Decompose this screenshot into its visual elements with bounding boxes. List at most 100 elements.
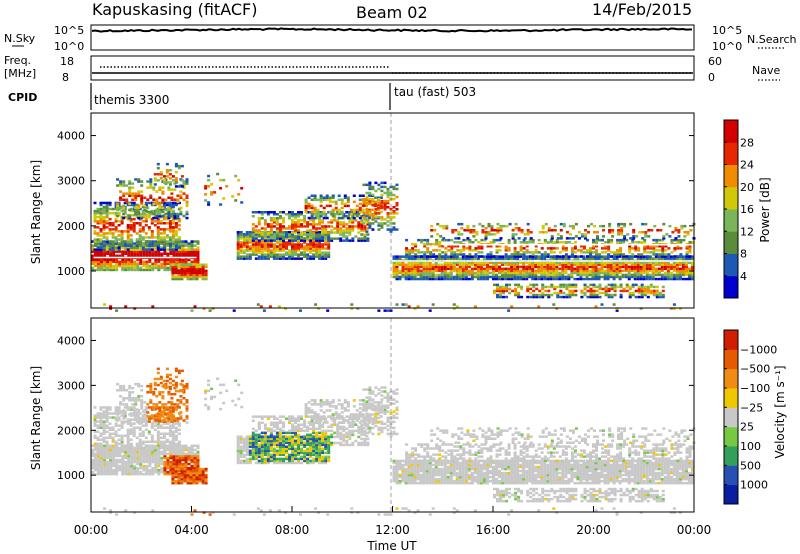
power-cell	[627, 277, 631, 281]
power-cell	[150, 230, 154, 233]
power-cell	[177, 269, 181, 273]
power-cell	[153, 244, 157, 247]
power-cell	[522, 253, 526, 256]
power-cell	[288, 211, 291, 214]
power-cell	[417, 255, 421, 258]
power-cell	[184, 252, 188, 255]
power-cell	[595, 253, 598, 256]
power-cell	[627, 271, 631, 275]
power-cell	[153, 173, 157, 176]
power-cell	[622, 289, 626, 293]
velocity-cell	[151, 460, 155, 464]
power-cell	[171, 236, 175, 239]
power-cell	[275, 235, 279, 238]
power-cell	[577, 231, 581, 234]
power-cell	[658, 295, 662, 299]
power-cell	[547, 229, 551, 232]
power-cell	[592, 295, 596, 299]
power-cell	[137, 192, 141, 195]
power-cell	[404, 255, 408, 258]
velocity-cell	[160, 470, 164, 474]
velocity-cell	[93, 434, 97, 437]
power-cell	[174, 226, 178, 229]
velocity-cell	[124, 472, 128, 476]
velocity-cell	[196, 454, 200, 458]
power-cell	[178, 254, 182, 257]
power-cell	[546, 241, 550, 244]
velocity-cell	[102, 428, 106, 431]
velocity-cell	[118, 468, 122, 472]
power-cell	[96, 220, 100, 223]
power-cell	[519, 271, 523, 275]
power-cell	[109, 305, 113, 308]
velocity-cell	[196, 452, 200, 456]
power-cell	[597, 269, 601, 273]
power-cell	[318, 221, 322, 224]
velocity-cell	[178, 460, 182, 464]
power-cell	[173, 198, 177, 201]
velocity-cell	[108, 408, 112, 411]
power-cell	[307, 216, 311, 220]
power-cell	[190, 254, 194, 257]
power-cell	[130, 248, 134, 251]
velocity-cell	[111, 446, 115, 450]
power-cell	[470, 277, 474, 281]
power-cell	[321, 239, 325, 242]
power-cell	[303, 215, 307, 218]
power-cell	[156, 232, 160, 235]
velocity-cell	[175, 460, 179, 464]
power-cell	[517, 293, 521, 297]
power-cell	[248, 257, 252, 260]
power-cell	[672, 267, 676, 271]
power-cell	[498, 249, 502, 252]
power-cell	[543, 271, 547, 275]
power-cell	[440, 271, 444, 275]
velocity-cell	[106, 444, 110, 448]
power-cell	[297, 253, 300, 256]
velocity-cell	[93, 424, 97, 427]
power-cell	[555, 257, 559, 260]
power-cell	[318, 257, 322, 260]
power-cell	[99, 228, 103, 231]
velocity-cell	[96, 438, 100, 442]
power-cell	[579, 277, 583, 281]
power-cell	[153, 242, 157, 245]
power-cell	[125, 184, 129, 187]
power-cell	[187, 254, 191, 257]
power-cell	[126, 248, 130, 251]
velocity-cell	[178, 454, 182, 458]
power-cell	[486, 263, 489, 266]
power-cell	[99, 248, 103, 251]
velocity-cell	[100, 456, 103, 460]
power-cell	[377, 204, 381, 207]
power-cell	[145, 254, 149, 257]
power-cell	[514, 233, 518, 236]
power-cell	[682, 238, 686, 242]
power-cell	[523, 237, 527, 240]
power-cell	[664, 245, 668, 248]
power-cell	[452, 261, 456, 264]
power-cell	[321, 231, 325, 234]
power-cell	[525, 261, 529, 264]
power-cell	[446, 271, 450, 275]
power-cell	[140, 202, 144, 206]
power-cell	[272, 235, 276, 238]
power-cell	[450, 238, 454, 242]
power-cell	[583, 291, 587, 295]
velocity-cell	[130, 470, 134, 474]
power-cell	[156, 242, 160, 245]
power-cell	[108, 207, 112, 211]
power-cell	[435, 243, 439, 246]
power-cell	[449, 269, 453, 273]
power-cell	[142, 252, 146, 255]
power-cell	[137, 216, 141, 220]
power-cell	[678, 263, 682, 266]
power-cell	[558, 273, 562, 277]
power-cell	[128, 194, 132, 197]
power-cell	[133, 252, 137, 255]
power-cell	[309, 251, 313, 254]
power-cell	[149, 186, 153, 189]
power-cell	[416, 269, 420, 273]
power-cell	[504, 277, 508, 281]
power-cell	[588, 271, 592, 275]
